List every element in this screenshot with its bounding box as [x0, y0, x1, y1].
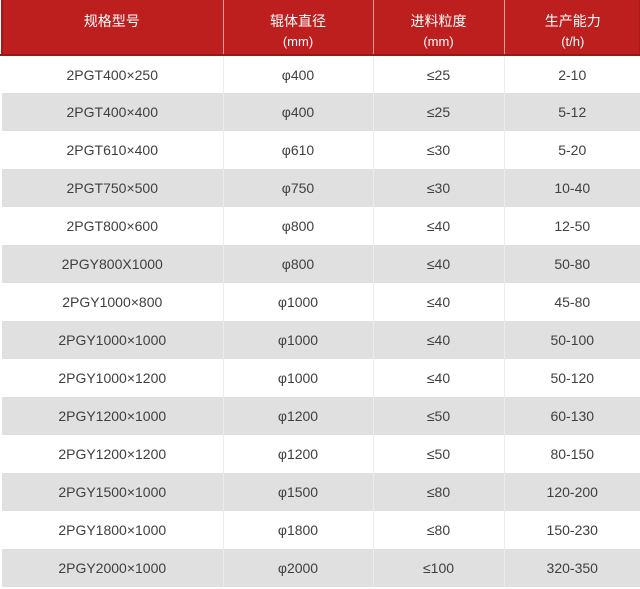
header-label-model: 规格型号	[83, 13, 140, 29]
cell-model: 2PGY2000×1000	[0, 549, 224, 587]
cell-model: 2PGY1000×1000	[0, 321, 224, 359]
cell-capacity: 120-200	[504, 473, 640, 511]
table-body: 2PGT400×250 φ400 ≤25 2-10 2PGT400×400 φ4…	[0, 55, 640, 587]
cell-capacity: 5-12	[504, 93, 640, 131]
cell-feed-size: ≤40	[373, 359, 505, 397]
cell-feed-size: ≤50	[373, 435, 505, 473]
header-unit-roller-diameter: (mm)	[282, 34, 314, 49]
cell-feed-size: ≤40	[373, 207, 505, 245]
table-row: 2PGY1000×1000 φ1000 ≤40 50-100	[0, 321, 640, 359]
cell-feed-size: ≤25	[373, 55, 505, 93]
cell-model: 2PGY1200×1000	[0, 397, 224, 435]
cell-model: 2PGT610×400	[0, 131, 224, 169]
cell-model: 2PGY1800×1000	[0, 511, 224, 549]
table-row: 2PGY1200×1000 φ1200 ≤50 60-130	[0, 397, 640, 435]
cell-feed-size: ≤50	[373, 397, 505, 435]
table-row: 2PGY1000×800 φ1000 ≤40 45-80	[0, 283, 640, 321]
table-row: 2PGY800X1000 φ800 ≤40 50-80	[0, 245, 640, 283]
cell-roller-diameter: φ750	[223, 169, 374, 207]
table-header: 规格型号 辊体直径 (mm) 进料粒度 (mm) 生产能力 (t/h)	[1, 0, 640, 56]
cell-capacity: 150-230	[504, 511, 640, 549]
cell-roller-diameter: φ800	[223, 245, 374, 283]
cell-capacity: 50-80	[504, 245, 640, 283]
cell-roller-diameter: φ610	[223, 131, 374, 169]
header-cell-model: 规格型号	[1, 0, 224, 56]
table-row: 2PGY2000×1000 φ2000 ≤100 320-350	[0, 549, 640, 587]
cell-capacity: 10-40	[504, 169, 640, 207]
header-unit-feed-size: (mm)	[423, 34, 454, 49]
cell-feed-size: ≤40	[373, 283, 505, 321]
cell-feed-size: ≤40	[373, 321, 505, 359]
table-row: 2PGY1200×1200 φ1200 ≤50 80-150	[0, 435, 640, 473]
header-label-feed-size: 进料粒度	[410, 13, 467, 29]
cell-model: 2PGT750×500	[0, 169, 224, 207]
cell-capacity: 60-130	[504, 397, 640, 435]
cell-roller-diameter: φ400	[223, 55, 374, 93]
cell-capacity: 12-50	[504, 207, 640, 245]
table-row: 2PGY1500×1000 φ1500 ≤80 120-200	[0, 473, 640, 511]
cell-roller-diameter: φ1000	[223, 321, 374, 359]
cell-model: 2PGT400×250	[0, 55, 224, 93]
table-row: 2PGT400×400 φ400 ≤25 5-12	[0, 93, 640, 131]
cell-model: 2PGY1000×800	[0, 283, 224, 321]
cell-model: 2PGY800X1000	[0, 245, 224, 283]
cell-model: 2PGY1500×1000	[0, 473, 224, 511]
header-unit-capacity: (t/h)	[561, 34, 585, 49]
cell-capacity: 50-120	[504, 359, 640, 397]
cell-roller-diameter: φ800	[223, 207, 374, 245]
cell-model: 2PGT800×600	[0, 207, 224, 245]
cell-capacity: 80-150	[504, 435, 640, 473]
header-row: 规格型号 辊体直径 (mm) 进料粒度 (mm) 生产能力 (t/h)	[1, 0, 640, 56]
cell-capacity: 45-80	[504, 283, 640, 321]
cell-roller-diameter: φ1000	[223, 283, 374, 321]
cell-roller-diameter: φ1200	[223, 435, 374, 473]
table-row: 2PGT400×250 φ400 ≤25 2-10	[0, 55, 640, 93]
cell-roller-diameter: φ1000	[223, 359, 374, 397]
cell-feed-size: ≤100	[373, 549, 505, 587]
header-cell-capacity: 生产能力 (t/h)	[504, 0, 640, 56]
cell-roller-diameter: φ2000	[223, 549, 374, 587]
cell-roller-diameter: φ1500	[223, 473, 374, 511]
cell-roller-diameter: φ1800	[223, 511, 374, 549]
cell-model: 2PGY1000×1200	[0, 359, 224, 397]
cell-model: 2PGT400×400	[0, 93, 224, 131]
table-row: 2PGY1000×1200 φ1000 ≤40 50-120	[0, 359, 640, 397]
table-row: 2PGT800×600 φ800 ≤40 12-50	[0, 207, 640, 245]
header-cell-feed-size: 进料粒度 (mm)	[373, 0, 505, 56]
header-cell-roller-diameter: 辊体直径 (mm)	[223, 0, 374, 56]
cell-feed-size: ≤40	[373, 245, 505, 283]
table-row: 2PGY1800×1000 φ1800 ≤80 150-230	[0, 511, 640, 549]
header-label-roller-diameter: 辊体直径	[270, 13, 326, 29]
cell-roller-diameter: φ400	[223, 93, 374, 131]
cell-model: 2PGY1200×1200	[0, 435, 224, 473]
cell-feed-size: ≤25	[373, 93, 505, 131]
header-label-capacity: 生产能力	[544, 13, 601, 29]
cell-capacity: 320-350	[504, 549, 640, 587]
table-row: 2PGT610×400 φ610 ≤30 5-20	[0, 131, 640, 169]
cell-feed-size: ≤30	[373, 169, 505, 207]
cell-capacity: 50-100	[504, 321, 640, 359]
cell-roller-diameter: φ1200	[223, 397, 374, 435]
cell-capacity: 5-20	[504, 131, 640, 169]
cell-feed-size: ≤80	[373, 511, 505, 549]
table-row: 2PGT750×500 φ750 ≤30 10-40	[0, 169, 640, 207]
cell-feed-size: ≤30	[373, 131, 505, 169]
cell-capacity: 2-10	[504, 55, 640, 93]
cell-feed-size: ≤80	[373, 473, 505, 511]
